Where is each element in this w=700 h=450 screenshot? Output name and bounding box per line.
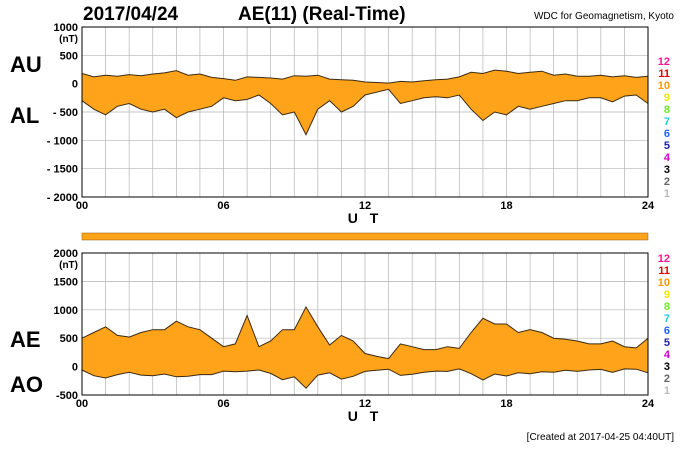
y-tick-label: 0 bbox=[72, 362, 78, 374]
station-count-9: 9 bbox=[664, 92, 670, 104]
chart-title: AE(11) (Real-Time) bbox=[238, 4, 406, 25]
station-count-11: 11 bbox=[658, 68, 670, 80]
x-tick-label: 18 bbox=[500, 398, 512, 410]
y-tick-label: -500 bbox=[56, 390, 78, 402]
au-al-panel: 1000 500 0 - 500 - 1000 - 1500 - 2000 (nT) 00 06 1… bbox=[47, 22, 655, 226]
series-line-ae bbox=[81, 305, 649, 360]
ao-label: AO bbox=[10, 372, 43, 397]
x-axis-label: U T bbox=[348, 408, 383, 424]
station-count-2: 2 bbox=[664, 176, 670, 188]
station-count-2: 2 bbox=[664, 373, 670, 385]
y-tick-label: - 500 bbox=[53, 107, 78, 119]
station-count-3: 3 bbox=[664, 164, 670, 176]
y-tick-label: - 1500 bbox=[47, 164, 78, 176]
station-count-7: 7 bbox=[664, 116, 670, 128]
station-count-5: 5 bbox=[664, 337, 670, 349]
station-count-6: 6 bbox=[664, 128, 670, 140]
station-count-12: 12 bbox=[658, 56, 670, 68]
station-count-12: 12 bbox=[658, 253, 670, 265]
station-count-10: 10 bbox=[658, 277, 670, 289]
unit-label: (nT) bbox=[59, 34, 78, 45]
x-tick-label: 00 bbox=[76, 200, 88, 212]
series-band-fill bbox=[82, 70, 648, 135]
station-count-8: 8 bbox=[664, 104, 670, 116]
plot-frame bbox=[81, 252, 649, 396]
station-count-3: 3 bbox=[664, 361, 670, 373]
y-tick-label: 1000 bbox=[54, 22, 78, 34]
station-count-1: 1 bbox=[664, 385, 670, 397]
created-timestamp: [Created at 2017-04-25 04:40UT] bbox=[526, 432, 674, 443]
unit-label: (nT) bbox=[59, 260, 78, 271]
y-tick-label: 0 bbox=[72, 79, 78, 91]
x-tick-label: 18 bbox=[500, 200, 512, 212]
y-tick-label: - 2000 bbox=[47, 192, 78, 204]
x-tick-label: 24 bbox=[642, 398, 655, 410]
x-tick-label: 06 bbox=[217, 398, 229, 410]
station-count-9: 9 bbox=[664, 289, 670, 301]
ae-ao-panel: 2000 1500 1000 500 0 -500 (nT) 00 06 12 18 24 U T bbox=[54, 248, 655, 424]
x-tick-label: 12 bbox=[359, 200, 371, 212]
station-count-6: 6 bbox=[664, 325, 670, 337]
series-line-al bbox=[81, 88, 649, 136]
station-count-11: 11 bbox=[658, 265, 670, 277]
y-tick-label: - 1000 bbox=[47, 135, 78, 147]
x-tick-label: 00 bbox=[76, 398, 88, 410]
station-count-5: 5 bbox=[664, 140, 670, 152]
station-count-1: 1 bbox=[664, 188, 670, 200]
y-tick-label: 500 bbox=[60, 333, 78, 345]
data-source: WDC for Geomagnetism, Kyoto bbox=[533, 11, 674, 22]
y-tick-label: 500 bbox=[60, 50, 78, 62]
x-tick-label: 12 bbox=[359, 398, 371, 410]
station-count-8: 8 bbox=[664, 301, 670, 313]
x-axis-label: U T bbox=[348, 210, 383, 226]
x-tick-label: 06 bbox=[217, 200, 229, 212]
series-band-fill bbox=[82, 307, 648, 389]
station-count-7: 7 bbox=[664, 313, 670, 325]
al-label: AL bbox=[10, 103, 40, 128]
chart-date: 2017/04/24 bbox=[83, 4, 179, 25]
ae-label: AE bbox=[10, 327, 41, 352]
plot-frame bbox=[81, 26, 649, 198]
series-line-au bbox=[81, 69, 649, 84]
au-label: AU bbox=[10, 52, 42, 77]
y-tick-label: 1500 bbox=[54, 276, 78, 288]
station-count-10: 10 bbox=[658, 80, 670, 92]
data-status-bar bbox=[81, 232, 649, 241]
x-tick-label: 24 bbox=[642, 200, 655, 212]
station-count-4: 4 bbox=[664, 152, 671, 164]
station-count-4: 4 bbox=[664, 349, 671, 361]
series-line-ao bbox=[81, 368, 649, 389]
y-tick-label: 1000 bbox=[54, 305, 78, 317]
y-tick-label: 2000 bbox=[54, 248, 78, 260]
